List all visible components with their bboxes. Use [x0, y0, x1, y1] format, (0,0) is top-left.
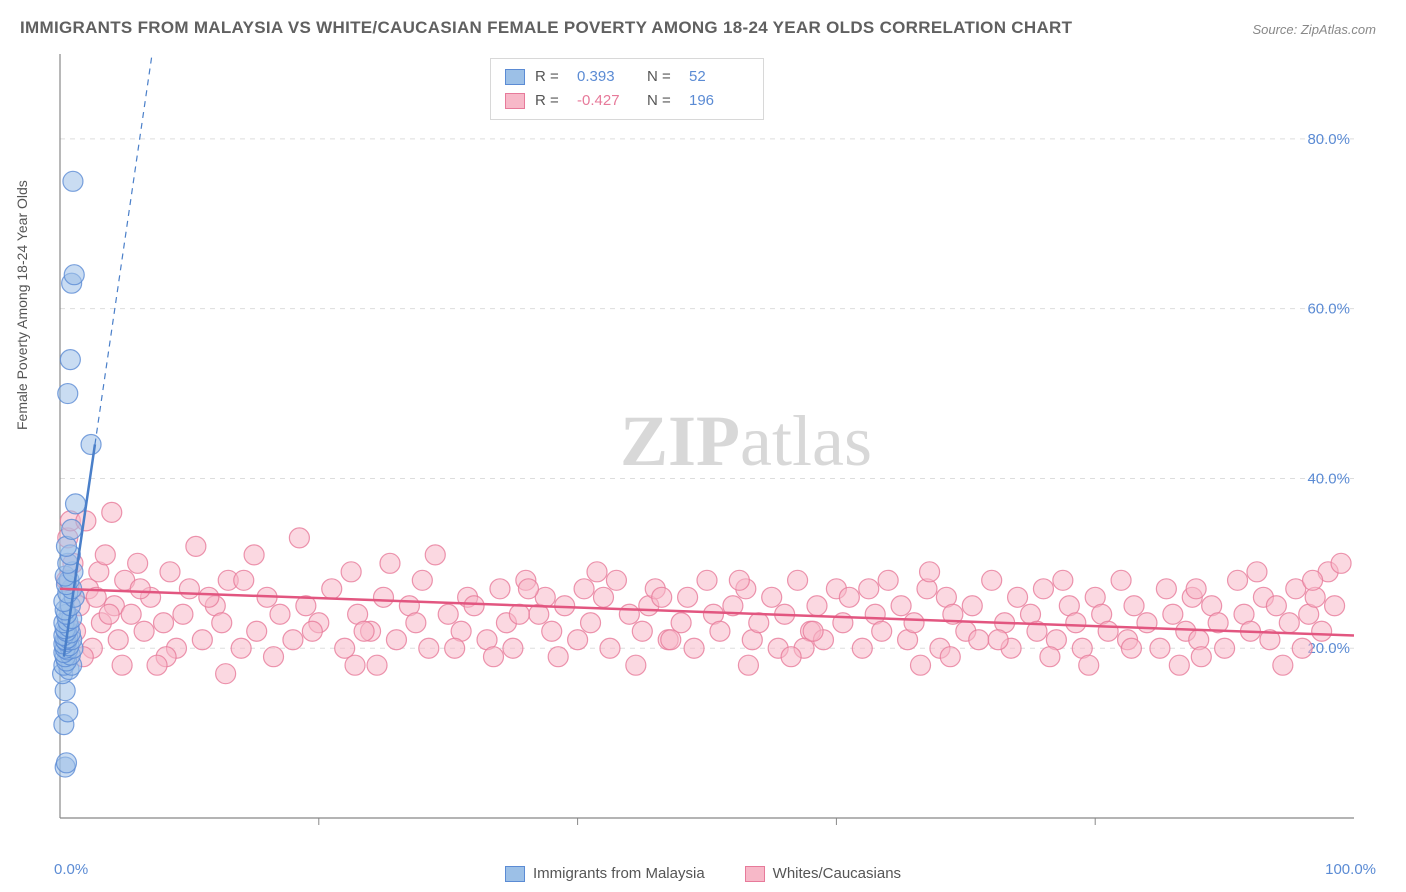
svg-text:40.0%: 40.0% [1307, 470, 1350, 487]
series2-label: Whites/Caucasians [773, 865, 901, 882]
r-value-series2: -0.427 [577, 89, 637, 113]
source-name: ZipAtlas.com [1301, 22, 1376, 37]
source-prefix: Source: [1252, 22, 1300, 37]
n-label: N = [647, 89, 679, 113]
swatch-series2 [505, 93, 525, 109]
watermark: ZIPatlas [620, 400, 872, 483]
watermark-atlas: atlas [740, 401, 872, 481]
source-attribution: Source: ZipAtlas.com [1252, 22, 1376, 37]
legend-row-series2: R = -0.427 N = 196 [505, 89, 749, 113]
series1-label: Immigrants from Malaysia [533, 865, 705, 882]
series-legend: Immigrants from Malaysia Whites/Caucasia… [0, 865, 1406, 882]
r-label: R = [535, 89, 567, 113]
y-axis-label: Female Poverty Among 18-24 Year Olds [14, 180, 30, 430]
legend-item-series2: Whites/Caucasians [745, 865, 901, 882]
swatch-series1 [505, 866, 525, 882]
x-axis-max-label: 100.0% [1325, 861, 1376, 878]
n-value-series1: 52 [689, 65, 749, 89]
r-value-series1: 0.393 [577, 65, 637, 89]
svg-text:80.0%: 80.0% [1307, 131, 1350, 148]
swatch-series2 [745, 866, 765, 882]
legend-item-series1: Immigrants from Malaysia [505, 865, 705, 882]
svg-text:20.0%: 20.0% [1307, 640, 1350, 657]
svg-text:60.0%: 60.0% [1307, 301, 1350, 318]
page-title: IMMIGRANTS FROM MALAYSIA VS WHITE/CAUCAS… [20, 18, 1072, 38]
n-value-series2: 196 [689, 89, 749, 113]
legend-row-series1: R = 0.393 N = 52 [505, 65, 749, 89]
r-label: R = [535, 65, 567, 89]
n-label: N = [647, 65, 679, 89]
swatch-series1 [505, 69, 525, 85]
correlation-legend: R = 0.393 N = 52 R = -0.427 N = 196 [490, 58, 764, 120]
watermark-zip: ZIP [620, 401, 740, 481]
x-axis-min-label: 0.0% [54, 861, 88, 878]
